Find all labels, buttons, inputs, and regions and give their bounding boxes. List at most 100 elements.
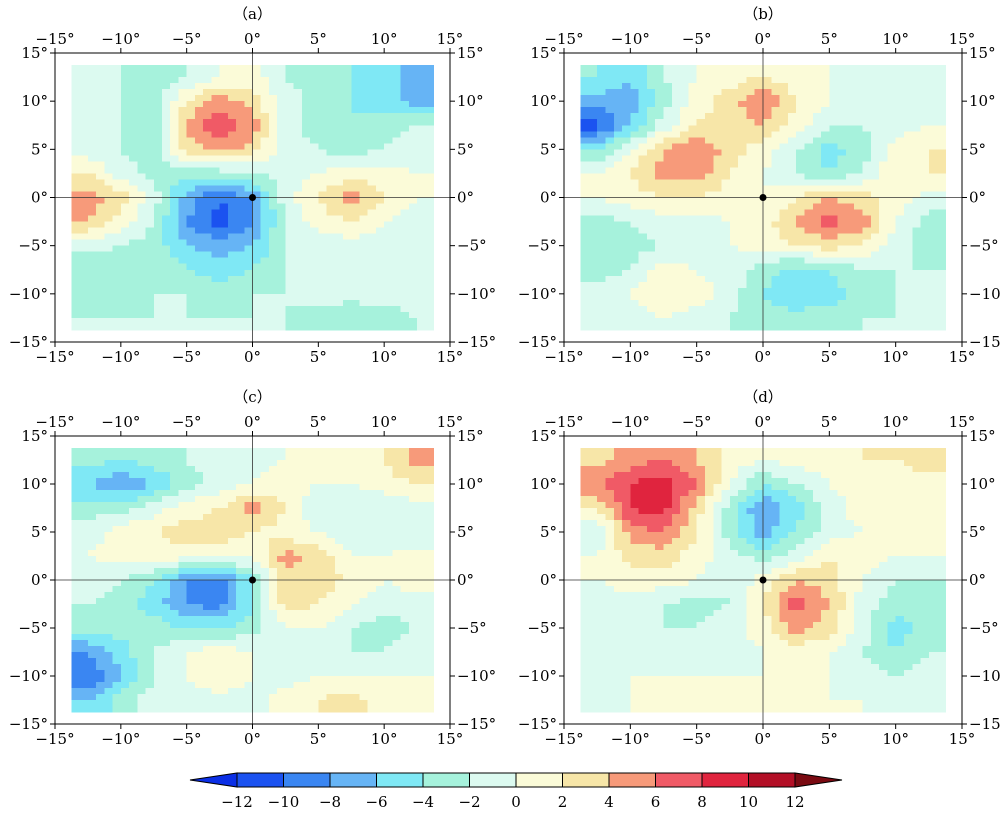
- field-cell: [228, 77, 237, 83]
- field-cell: [162, 508, 171, 514]
- field-cell: [113, 472, 122, 478]
- field-cell: [261, 179, 270, 185]
- field-cell: [228, 532, 237, 538]
- field-cell: [697, 173, 706, 179]
- field-cell: [384, 454, 393, 460]
- field-cell: [203, 167, 212, 173]
- field-cell: [796, 119, 805, 125]
- field-cell: [838, 71, 847, 77]
- field-cell: [121, 562, 130, 568]
- field-cell: [195, 508, 204, 514]
- field-cell: [351, 324, 360, 330]
- field-cell: [796, 107, 805, 113]
- field-cell: [228, 526, 237, 532]
- field-cell: [746, 185, 755, 191]
- field-cell: [71, 288, 80, 294]
- field-cell: [937, 167, 946, 173]
- field-cell: [220, 161, 229, 167]
- field-cell: [821, 83, 830, 89]
- field-cell: [244, 312, 253, 318]
- field-cell: [912, 185, 921, 191]
- field-cell: [146, 490, 155, 496]
- field-cell: [327, 532, 336, 538]
- field-cell: [104, 252, 113, 258]
- field-cell: [269, 167, 278, 173]
- field-cell: [104, 300, 113, 306]
- field-cell: [614, 204, 623, 210]
- field-cell: [244, 502, 253, 508]
- field-cell: [863, 167, 872, 173]
- field-cell: [302, 131, 311, 137]
- field-cell: [368, 119, 377, 125]
- field-cell: [335, 131, 344, 137]
- field-cell: [655, 216, 664, 222]
- field-cell: [614, 240, 623, 246]
- field-cell: [137, 107, 146, 113]
- field-cell: [425, 131, 434, 137]
- field-cell: [368, 562, 377, 568]
- field-cell: [154, 520, 163, 526]
- field-cell: [203, 484, 212, 490]
- field-cell: [730, 324, 739, 330]
- field-cell: [302, 71, 311, 77]
- field-cell: [647, 71, 656, 77]
- field-cell: [589, 89, 598, 95]
- field-cell: [146, 119, 155, 125]
- field-cell: [581, 264, 590, 270]
- field-cell: [771, 107, 780, 113]
- field-cell: [211, 204, 220, 210]
- field-cell: [195, 101, 204, 107]
- field-cell: [244, 71, 253, 77]
- field-cell: [244, 282, 253, 288]
- field-cell: [821, 258, 830, 264]
- field-cell: [261, 270, 270, 276]
- field-cell: [96, 324, 105, 330]
- field-cell: [253, 306, 262, 312]
- field-cell: [376, 508, 385, 514]
- field-cell: [162, 125, 171, 131]
- field-cell: [244, 556, 253, 562]
- field-cell: [146, 300, 155, 306]
- field-cell: [647, 288, 656, 294]
- field-cell: [269, 240, 278, 246]
- field-cell: [113, 191, 122, 197]
- field-cell: [88, 179, 97, 185]
- field-cell: [359, 496, 368, 502]
- field-cell: [630, 318, 639, 324]
- field-cell: [614, 173, 623, 179]
- field-cell: [639, 149, 648, 155]
- field-cell: [327, 318, 336, 324]
- field-cell: [285, 460, 294, 466]
- field-cell: [664, 252, 673, 258]
- field-cell: [368, 282, 377, 288]
- field-cell: [417, 538, 426, 544]
- field-cell: [755, 222, 764, 228]
- field-cell: [71, 131, 80, 137]
- field-cell: [929, 282, 938, 288]
- field-cell: [846, 288, 855, 294]
- field-cell: [730, 204, 739, 210]
- field-cell: [154, 502, 163, 508]
- field-cell: [417, 324, 426, 330]
- field-cell: [277, 532, 286, 538]
- field-cell: [912, 179, 921, 185]
- field-cell: [425, 149, 434, 155]
- field-cell: [146, 270, 155, 276]
- field-cell: [887, 149, 896, 155]
- field-cell: [788, 312, 797, 318]
- field-cell: [392, 125, 401, 131]
- field-cell: [730, 198, 739, 204]
- field-cell: [302, 125, 311, 131]
- field-cell: [401, 454, 410, 460]
- field-cell: [738, 167, 747, 173]
- field-cell: [146, 448, 155, 454]
- field-cell: [253, 282, 262, 288]
- field-cell: [879, 143, 888, 149]
- field-cell: [244, 562, 253, 568]
- field-cell: [327, 324, 336, 330]
- field-cell: [921, 216, 930, 222]
- field-cell: [887, 198, 896, 204]
- field-cell: [228, 306, 237, 312]
- field-cell: [854, 77, 863, 83]
- field-cell: [425, 246, 434, 252]
